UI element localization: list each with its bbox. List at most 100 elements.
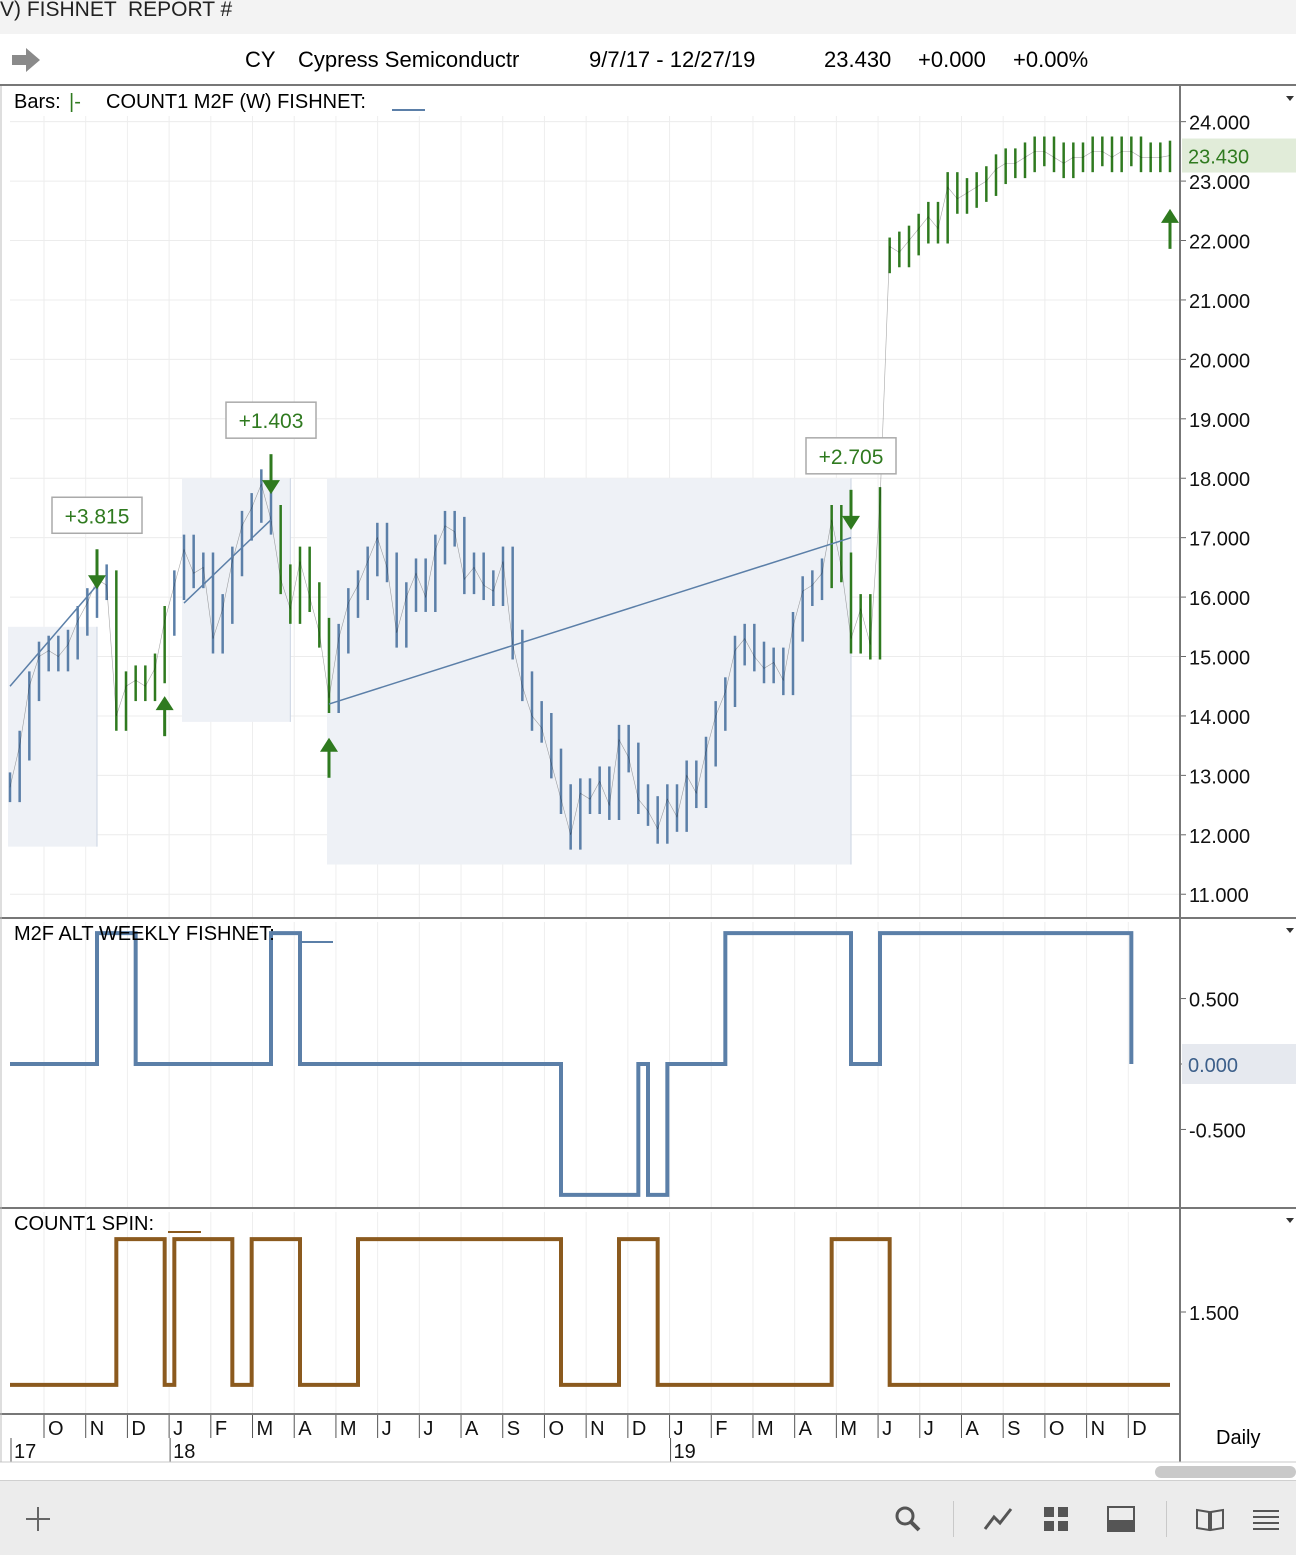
- panel-frames: [0, 86, 1296, 1463]
- trend-line: [9, 584, 98, 687]
- x-month-label: J: [674, 1418, 684, 1440]
- buy-arrow-head: [155, 696, 174, 711]
- last-price-tag: [1182, 138, 1296, 173]
- signal-gain-label: +2.705: [819, 446, 884, 469]
- x-month-label: J: [882, 1418, 892, 1440]
- window-titlebar: V) FISHNET REPORT #: [0, 0, 1296, 35]
- y-tick-label: 23.000: [1189, 172, 1250, 194]
- x-month-label: A: [965, 1418, 979, 1440]
- y-tick-label: 12.000: [1189, 826, 1250, 848]
- x-year-label: 18: [173, 1441, 195, 1463]
- zero-value-tag: [1182, 1044, 1296, 1084]
- line-chart-icon[interactable]: [982, 1503, 1014, 1535]
- x-month-label: O: [548, 1418, 564, 1440]
- spin-step-line: [10, 1237, 1170, 1387]
- timeframe-label[interactable]: Daily: [1216, 1427, 1261, 1449]
- price-close-line: [9, 151, 1171, 835]
- y-tick-label: 11.000: [1189, 885, 1249, 907]
- y-tick-label: 16.000: [1189, 588, 1250, 610]
- company-name: Cypress Semiconductr: [298, 47, 520, 72]
- buy-arrow-head: [1161, 208, 1179, 223]
- x-month-label: M: [840, 1418, 857, 1440]
- x-month-label: D: [632, 1418, 646, 1440]
- buy-arrow-head: [320, 737, 338, 752]
- zero-value-tag-label: 0.000: [1188, 1055, 1238, 1077]
- y-tick-label: 0.500: [1189, 990, 1239, 1012]
- arrow-right-icon[interactable]: [12, 48, 42, 72]
- spin-oscillator-plot[interactable]: [10, 1237, 1170, 1387]
- search-icon[interactable]: [892, 1503, 924, 1535]
- panel-menu-icon: [1286, 928, 1294, 933]
- x-month-label: J: [173, 1418, 183, 1440]
- book-icon[interactable]: [1194, 1503, 1226, 1535]
- y-tick-label: 17.000: [1189, 529, 1250, 551]
- signal-gain-box: [51, 496, 143, 535]
- grid-layout-icon[interactable]: [1040, 1503, 1072, 1535]
- x-month-label: F: [215, 1418, 227, 1440]
- x-axis: O N D J F M A M J J A S O N D J F M A M J J A S O N D 17 18 19: [10, 1414, 1147, 1463]
- y-tick-label: 18.000: [1189, 469, 1250, 491]
- x-month-label: M: [257, 1418, 274, 1440]
- price-plot[interactable]: +3.815 +1.403 +2.705: [8, 136, 1179, 850]
- trend-line: [183, 519, 272, 604]
- x-month-label: N: [90, 1418, 104, 1440]
- x-month-label: D: [131, 1418, 145, 1440]
- horizontal-scrollbar[interactable]: [1155, 1466, 1296, 1478]
- last-price: 23.430: [824, 47, 892, 72]
- menu-icon[interactable]: [1250, 1503, 1282, 1535]
- fishnet-panel-label: M2F ALT WEEKLY FISHNET:: [14, 923, 275, 945]
- quote-header: CY Cypress Semiconductr 9/7/17 - 12/27/1…: [0, 34, 1296, 86]
- panel-menu-icon: [1286, 1218, 1294, 1223]
- fishnet-oscillator-plot[interactable]: [10, 931, 1134, 1197]
- signal-gain-label: +3.815: [65, 505, 130, 528]
- x-month-label: N: [1091, 1418, 1105, 1440]
- x-month-label: M: [757, 1418, 774, 1440]
- x-month-label: N: [590, 1418, 604, 1440]
- x-month-label: J: [382, 1418, 392, 1440]
- signal-shade-box: [182, 478, 291, 722]
- signal-gain-box: [225, 401, 317, 439]
- price-panel-label: COUNT1 M2F (W) FISHNET:: [106, 91, 366, 113]
- pct-change: +0.00%: [1013, 47, 1089, 72]
- symbol: CY: [245, 47, 276, 72]
- signal-gain-label: +1.403: [239, 410, 304, 433]
- toolbar-separator: [1166, 1501, 1167, 1537]
- y-tick-label: 1.500: [1189, 1303, 1239, 1325]
- panel-labels: Bars: |- COUNT1 M2F (W) FISHNET: M2F ALT…: [14, 91, 425, 1235]
- window-title: V) FISHNET REPORT #: [0, 0, 233, 21]
- bars-value: |-: [69, 91, 81, 113]
- spin-panel-label: COUNT1 SPIN:: [14, 1213, 154, 1235]
- x-month-label: O: [1049, 1418, 1065, 1440]
- x-month-label: O: [48, 1418, 64, 1440]
- x-year-label: 19: [674, 1441, 696, 1463]
- fishnet-step-line: [10, 931, 1134, 1197]
- x-month-label: D: [1132, 1418, 1146, 1440]
- x-month-label: J: [924, 1418, 934, 1440]
- y-tick-label: 22.000: [1189, 232, 1250, 254]
- y-tick-label: 15.000: [1189, 648, 1250, 670]
- x-month-label: A: [465, 1418, 479, 1440]
- x-month-label: S: [507, 1418, 520, 1440]
- x-month-label: F: [715, 1418, 727, 1440]
- y-tick-label: 21.000: [1189, 291, 1250, 313]
- y-tick-label: 24.000: [1189, 113, 1250, 135]
- sell-arrow-head: [88, 575, 106, 590]
- x-month-label: S: [1007, 1418, 1020, 1440]
- y-tick-label: -0.500: [1189, 1120, 1246, 1142]
- x-month-label: A: [799, 1418, 813, 1440]
- signal-shade-box: [8, 626, 97, 847]
- sell-arrow-head: [262, 480, 280, 495]
- x-month-label: A: [298, 1418, 312, 1440]
- x-month-label: M: [340, 1418, 357, 1440]
- signal-gain-box: [805, 437, 897, 475]
- bars-label: Bars:: [14, 91, 61, 113]
- chart-area[interactable]: +3.815 +1.403 +2.705 24.000 23.000 22.000 21.…: [0, 86, 1296, 1466]
- add-icon[interactable]: [22, 1503, 54, 1535]
- panel-layout-icon[interactable]: [1105, 1503, 1137, 1535]
- y-tick-label: 20.000: [1189, 350, 1250, 372]
- panel-menu-icon: [1286, 96, 1294, 101]
- y-tick-label: 13.000: [1189, 766, 1250, 788]
- date-range: 9/7/17 - 12/27/19: [589, 47, 756, 72]
- x-year-label: 17: [14, 1441, 36, 1463]
- y-axis: 24.000 23.000 22.000 21.000 20.000 19.000 18.0…: [1180, 113, 1296, 1325]
